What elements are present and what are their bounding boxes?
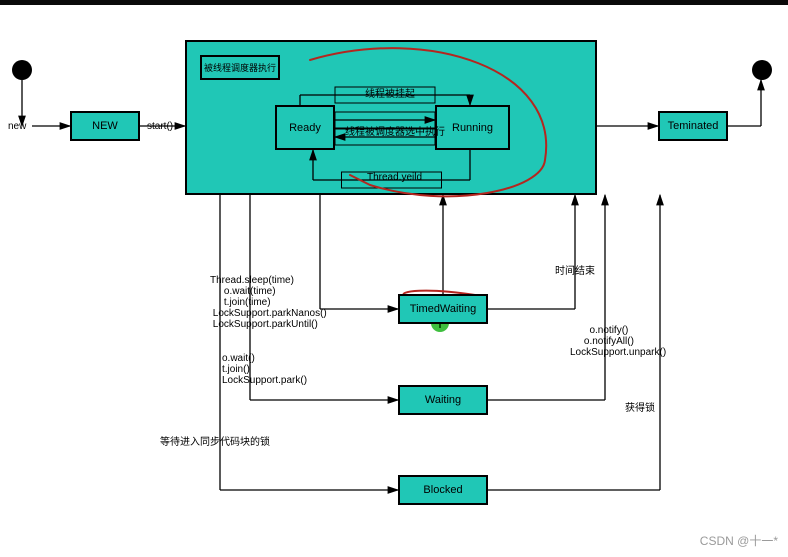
state-timedwaiting: TimedWaiting (398, 294, 488, 324)
blocked-label: Blocked (423, 484, 462, 496)
label-new: new (8, 121, 26, 132)
state-terminated: Teminated (658, 111, 728, 141)
scheduler-title-box: 被线程调度器执行 (200, 55, 280, 80)
end-dot (752, 60, 772, 80)
state-new: NEW (70, 111, 140, 141)
state-ready: Ready (275, 105, 335, 150)
label-suspend: 线程被挂起 (365, 85, 415, 100)
state-blocked: Blocked (398, 475, 488, 505)
state-waiting: Waiting (398, 385, 488, 415)
label-start: start() (147, 121, 173, 132)
label-notify-methods: o.notify() o.notifyAll() LockSupport.unp… (570, 325, 666, 358)
label-got-lock: 获得锁 (625, 399, 655, 414)
label-time-end: 时间结束 (555, 262, 595, 277)
waiting-label: Waiting (425, 394, 461, 406)
state-running: Running (435, 105, 510, 150)
start-dot (12, 60, 32, 80)
watermark: CSDN @十一* (700, 532, 778, 549)
label-yield: Thread.yeild (367, 172, 422, 183)
timed-label: TimedWaiting (410, 303, 476, 315)
label-scheduled: 线程被调度器选中执行 (345, 123, 445, 138)
terminated-label: Teminated (668, 120, 719, 132)
label-wait-methods: o.wait() t.join() LockSupport.park() (222, 353, 307, 386)
new-label: NEW (92, 120, 118, 132)
scheduler-title: 被线程调度器执行 (204, 61, 276, 74)
running-label: Running (452, 122, 493, 134)
label-sleep-methods: Thread.sleep(time) o.wait(time) t.join(t… (210, 275, 327, 330)
label-enter-lock: 等待进入同步代码块的锁 (160, 433, 270, 448)
ready-label: Ready (289, 122, 321, 134)
